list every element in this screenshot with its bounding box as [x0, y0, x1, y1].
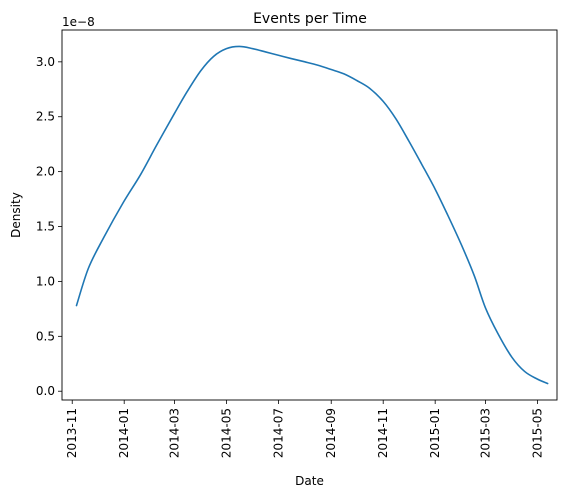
x-tick-label: 2015-01 [428, 408, 442, 458]
x-tick-label: 2014-03 [167, 408, 181, 458]
x-tick-label: 2014-07 [271, 408, 285, 458]
x-tick-label: 2014-09 [324, 408, 338, 458]
y-tick-label: 2.0 [36, 165, 55, 179]
y-tick-label: 2.5 [36, 110, 55, 124]
x-axis-label: Date [295, 474, 324, 488]
chart-title: Events per Time [253, 11, 367, 27]
plot-frame [61, 29, 558, 401]
x-tick-label: 2013-11 [65, 408, 79, 458]
x-tick-label: 2015-03 [478, 408, 492, 458]
x-tick-label: 2014-01 [117, 408, 131, 458]
y-axis-label: Density [9, 192, 23, 238]
y-tick-label: 1.0 [36, 274, 55, 288]
y-tick-label: 3.0 [36, 55, 55, 69]
y-tick-label: 0.0 [36, 384, 55, 398]
x-tick-label: 2014-05 [219, 408, 233, 458]
y-offset-label: 1e−8 [62, 15, 95, 29]
y-tick-label: 1.5 [36, 220, 55, 234]
x-tick-label: 2014-11 [376, 408, 390, 458]
y-axis-ticks: 0.0 0.5 1.0 1.5 2.0 2.5 3.0 [36, 55, 62, 398]
density-series-line [75, 45, 549, 385]
x-axis-ticks: 2013-11 2014-01 2014-03 2014-05 2014-07 2014-… [65, 400, 544, 458]
y-tick-label: 0.5 [36, 329, 55, 343]
plot-area [62, 30, 557, 400]
x-tick-label: 2015-05 [530, 408, 544, 458]
